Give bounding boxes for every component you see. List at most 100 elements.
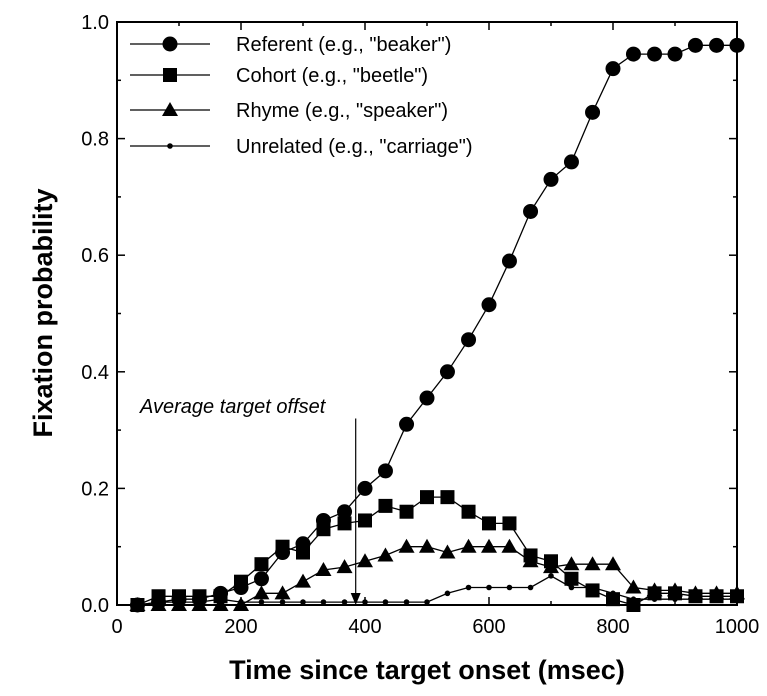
data-point [709,589,724,604]
y-axis-ticks [117,21,737,606]
data-point [254,557,269,572]
data-point [419,538,435,553]
data-point [730,589,744,604]
x-tick-label: 200 [224,616,257,638]
data-point [378,498,393,513]
x-tick-label: 600 [472,616,505,638]
data-point [151,594,167,610]
data-point [523,548,538,563]
annotation-average-target-offset: Average target offset [139,396,361,605]
data-point [420,490,434,505]
x-tick-label: 800 [596,616,629,638]
data-point [440,490,455,505]
data-point [501,253,517,269]
data-point [688,589,703,604]
data-point [481,538,497,553]
data-point [465,584,472,591]
data-point [357,480,373,496]
data-point [564,571,579,586]
data-point [461,504,476,519]
data-point [320,599,327,605]
data-point [377,547,394,562]
data-point [300,599,306,605]
x-tick-label: 1000 [715,616,760,638]
y-tick-label: 0.4 [81,362,109,384]
legend-entry: Rhyme (e.g., "speaker") [130,100,448,122]
data-point [399,416,415,432]
data-point [543,171,559,187]
annotation-arrow-head [350,593,361,605]
legend-entry: Unrelated (e.g., "carriage") [130,136,473,158]
data-point [129,597,145,613]
data-point [191,591,207,607]
data-point [419,390,435,406]
series-circle [129,37,745,613]
data-point [382,599,389,605]
legend-label: Cohort (e.g., "beetle") [236,65,428,87]
data-point [585,104,601,120]
data-point [647,46,663,62]
data-point [626,598,641,612]
series-layer [129,37,745,613]
data-point [279,599,286,605]
data-point [625,579,642,594]
data-point [605,556,621,571]
data-point [606,592,620,607]
data-point [527,584,534,591]
data-point [461,332,477,348]
data-point [336,559,353,574]
data-point [687,37,703,53]
y-axis-tick-labels: 0.0 0.2 0.4 0.6 0.8 1.0 [81,12,109,617]
legend-entry: Cohort (e.g., "beetle") [130,65,428,87]
data-point [362,599,368,605]
data-point [729,37,745,53]
annotation-text: Average target offset [139,396,327,418]
legend: Referent (e.g., "beaker") Cohort (e.g., "… [130,34,473,158]
data-point [357,553,373,568]
data-point [625,46,641,62]
legend-marker [167,143,173,149]
data-point [481,297,497,313]
x-axis-title: Time since target onset (msec) [229,655,625,685]
data-point [403,599,410,605]
data-point [253,585,270,600]
x-tick-label: 400 [348,616,381,638]
data-point [482,516,496,531]
data-point [460,538,477,553]
y-tick-label: 0.6 [81,245,109,267]
data-point [563,154,579,170]
data-point [585,583,600,598]
y-tick-label: 0.8 [81,129,109,151]
data-point [584,556,601,571]
data-point [295,573,311,588]
data-point [233,597,249,611]
data-point [341,599,348,605]
data-point [171,591,187,607]
data-point [502,516,517,531]
data-point [358,513,372,528]
data-point [439,544,456,559]
y-tick-label: 0.0 [81,595,109,617]
legend-entry: Referent (e.g., "beaker") [130,34,451,56]
data-point [523,203,539,219]
data-point [337,504,353,520]
y-tick-label: 0.2 [81,478,109,500]
data-point [213,585,229,601]
data-point [424,599,430,605]
data-point [668,586,682,601]
data-point [233,580,249,596]
data-point [605,61,621,77]
data-point [315,512,331,528]
data-point [439,364,455,380]
x-axis-tick-labels: 0 200 400 600 800 1000 [111,616,759,638]
data-point [399,504,414,519]
data-point [548,573,554,579]
data-point [258,599,265,605]
legend-label: Referent (e.g., "beaker") [236,34,451,56]
data-point [253,571,269,587]
data-point [568,584,575,591]
data-point [398,538,415,553]
data-point [501,538,518,553]
data-point [709,37,725,53]
